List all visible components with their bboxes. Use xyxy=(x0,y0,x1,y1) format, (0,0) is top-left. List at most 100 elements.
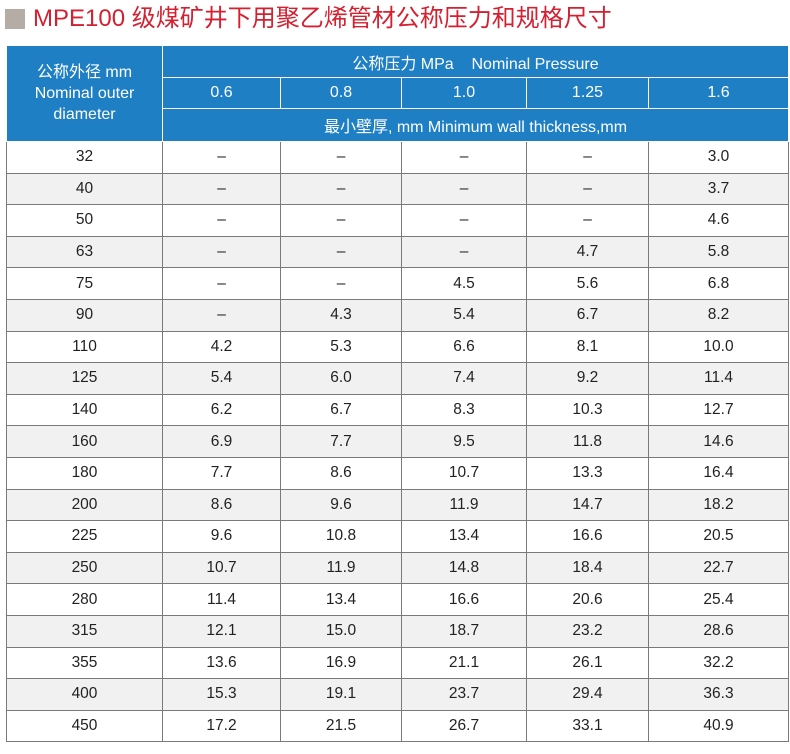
wall-thickness-cell: 10.8 xyxy=(280,520,402,553)
outer-diameter-cell: 200 xyxy=(6,488,163,522)
table-row: 40– – – –3.7 xyxy=(6,172,790,206)
wall-thickness-cell: 4.6 xyxy=(647,204,790,237)
wall-thickness-cell: 28.6 xyxy=(647,614,790,648)
table-row: 225 9.6 10.8 13.4 16.6 20.5 xyxy=(6,520,790,553)
wall-thickness-cell: 5.4 xyxy=(401,298,527,332)
table-row: 75– –4.5 5.6 6.8 xyxy=(6,267,790,300)
wall-thickness-cell: 6.9 xyxy=(162,425,281,458)
wall-thickness-cell: 6.2 xyxy=(162,393,281,427)
wall-thickness-cell: – xyxy=(280,267,402,300)
wall-thickness-cell: 23.7 xyxy=(401,678,527,711)
outer-diameter-cell: 280 xyxy=(6,583,163,616)
wall-thickness-cell: 29.4 xyxy=(526,678,649,711)
wall-thickness-cell: – xyxy=(162,267,281,300)
wall-thickness-cell: 25.4 xyxy=(647,583,790,616)
outer-diameter-header: 公称外径 mm Nominal outer diameter xyxy=(6,45,163,142)
wall-thickness-cell: 13.3 xyxy=(526,456,649,490)
wall-thickness-cell: 4.3 xyxy=(280,298,402,332)
wall-thickness-cell: 9.6 xyxy=(280,488,402,522)
table-row: 50– – – –4.6 xyxy=(6,204,790,237)
wall-thickness-cell: 3.0 xyxy=(647,141,790,174)
wall-thickness-cell: 9.2 xyxy=(526,362,649,395)
wall-thickness-cell: – xyxy=(162,204,281,237)
wall-thickness-cell: 7.4 xyxy=(401,362,527,395)
wall-thickness-cell: – xyxy=(526,172,649,206)
wall-thickness-cell: – xyxy=(526,204,649,237)
wall-thickness-cell: 18.2 xyxy=(647,488,790,522)
wall-thickness-cell: – xyxy=(280,204,402,237)
table-row: 450 17.2 21.5 26.7 33.1 40.9 xyxy=(6,709,790,743)
table-row: 140 6.2 6.7 8.3 10.3 12.7 xyxy=(6,393,790,427)
wall-thickness-cell: 9.6 xyxy=(162,520,281,553)
wall-thickness-cell: – xyxy=(526,141,649,174)
table-row: 160 6.9 7.7 9.5 11.8 14.6 xyxy=(6,425,790,458)
wall-thickness-cell: 3.7 xyxy=(647,172,790,206)
wall-thickness-cell: 8.6 xyxy=(280,456,402,490)
outer-diameter-cell: 63 xyxy=(6,235,163,269)
pressure-col-header: 0.6 xyxy=(162,77,281,109)
wall-thickness-cell: 17.2 xyxy=(162,709,281,743)
wall-thickness-cell: 14.8 xyxy=(401,551,527,585)
outer-diameter-cell: 140 xyxy=(6,393,163,427)
outer-diameter-cell: 250 xyxy=(6,551,163,585)
wall-thickness-cell: 13.6 xyxy=(162,646,281,680)
outer-diameter-cell: 32 xyxy=(6,141,163,174)
wall-thickness-cell: 15.3 xyxy=(162,678,281,711)
wall-thickness-cell: – xyxy=(401,235,527,269)
table-row: 315 12.1 15.0 18.7 23.2 28.6 xyxy=(6,614,790,648)
table-row: 63– – –4.7 5.8 xyxy=(6,235,790,269)
pressure-col-header: 0.8 xyxy=(280,77,402,109)
wall-thickness-cell: 16.6 xyxy=(526,520,649,553)
wall-thickness-cell: 11.9 xyxy=(280,551,402,585)
wall-thickness-cell: 19.1 xyxy=(280,678,402,711)
outer-diameter-header-en-1: Nominal outer xyxy=(34,85,135,102)
wall-thickness-cell: 4.2 xyxy=(162,330,281,364)
wall-thickness-cell: – xyxy=(162,298,281,332)
page-title: MPE100 级煤矿井下用聚乙烯管材公称压力和规格尺寸 xyxy=(33,5,612,32)
wall-thickness-cell: 6.7 xyxy=(526,298,649,332)
wall-thickness-header: 最小壁厚, mm Minimum wall thickness,mm xyxy=(161,108,790,142)
wall-thickness-cell: – xyxy=(280,235,402,269)
wall-thickness-cell: 20.6 xyxy=(526,583,649,616)
wall-thickness-cell: 5.4 xyxy=(162,362,281,395)
outer-diameter-cell: 75 xyxy=(6,267,163,300)
table-row: 200 8.6 9.6 11.9 14.7 18.2 xyxy=(6,488,790,522)
wall-thickness-cell: 40.9 xyxy=(647,709,790,743)
wall-thickness-cell: 8.1 xyxy=(526,330,649,364)
wall-thickness-cell: – xyxy=(401,172,527,206)
wall-thickness-cell: 6.8 xyxy=(647,267,790,300)
wall-thickness-cell: 16.9 xyxy=(280,646,402,680)
wall-thickness-cell: 5.3 xyxy=(280,330,402,364)
wall-thickness-cell: 16.6 xyxy=(401,583,527,616)
wall-thickness-cell: 16.4 xyxy=(647,456,790,490)
wall-thickness-cell: 36.3 xyxy=(647,678,790,711)
title-marker-square xyxy=(5,9,25,29)
wall-thickness-cell: 21.1 xyxy=(401,646,527,680)
pressure-col-header: 1.6 xyxy=(647,77,790,109)
pressure-col-header: 1.25 xyxy=(526,77,649,109)
wall-thickness-cell: 10.0 xyxy=(647,330,790,364)
outer-diameter-cell: 225 xyxy=(6,520,163,553)
wall-thickness-cell: 13.4 xyxy=(401,520,527,553)
wall-thickness-cell: 6.7 xyxy=(280,393,402,427)
table-body: 32– – – –3.0 40– – – –3.7 50– – – –4.6 63– – –4.7 5.8 75… xyxy=(6,141,790,743)
wall-thickness-cell: 10.3 xyxy=(526,393,649,427)
wall-thickness-cell: 7.7 xyxy=(280,425,402,458)
wall-thickness-cell: 5.6 xyxy=(526,267,649,300)
wall-thickness-cell: – xyxy=(401,204,527,237)
wall-thickness-cell: 26.1 xyxy=(526,646,649,680)
wall-thickness-cell: 18.4 xyxy=(526,551,649,585)
wall-thickness-cell: 20.5 xyxy=(647,520,790,553)
outer-diameter-header-en-2: diameter xyxy=(53,106,116,123)
wall-thickness-cell: 5.8 xyxy=(647,235,790,269)
outer-diameter-cell: 180 xyxy=(6,456,163,490)
wall-thickness-cell: – xyxy=(162,172,281,206)
wall-thickness-cell: 32.2 xyxy=(647,646,790,680)
table-row: 90–4.3 5.4 6.7 8.2 xyxy=(6,298,790,332)
pressure-col-header: 1.0 xyxy=(401,77,527,109)
table-row: 110 4.2 5.3 6.6 8.1 10.0 xyxy=(6,330,790,364)
wall-thickness-cell: 10.7 xyxy=(162,551,281,585)
spec-table: 公称外径 mm Nominal outer diameter 公称压力 MPa … xyxy=(6,45,790,743)
wall-thickness-cell: 11.8 xyxy=(526,425,649,458)
wall-thickness-cell: 4.7 xyxy=(526,235,649,269)
